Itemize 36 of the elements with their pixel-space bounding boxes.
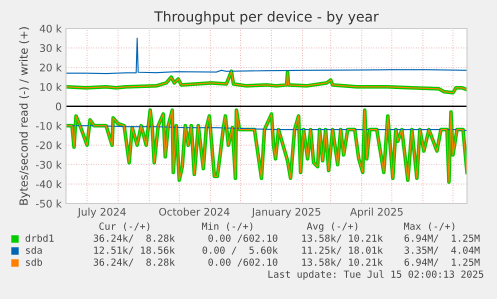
text: 0.00 /602.10 xyxy=(208,258,278,267)
text: Last update: Tue Jul 15 02:00:13 2025 xyxy=(268,270,484,280)
legend-label: drbd1 xyxy=(26,234,54,242)
text: 0.00 / 5.60k xyxy=(202,246,278,255)
y-axis-title: Bytes/second read (-) / write (+) xyxy=(19,27,30,205)
text: Min (-/+) xyxy=(202,222,252,231)
y-tick-label: 40 k xyxy=(40,24,62,33)
text: 0.00 /602.10 xyxy=(208,234,278,243)
x-tick-label: April 2025 xyxy=(350,208,403,218)
text: Avg (-/+) xyxy=(306,222,358,232)
text: 11.25k/ 18.01k xyxy=(302,246,383,255)
y-tick-label: -10 k xyxy=(36,122,62,130)
y-tick-label: 30 k xyxy=(40,44,62,52)
text: 6.94M/ 1.25M xyxy=(404,258,480,267)
text: 36.24k/ 8.28k xyxy=(94,234,175,243)
legend-label: sdb xyxy=(26,258,42,266)
y-tick-label: 10 k xyxy=(40,82,62,91)
text: 13.58k/ 10.21k xyxy=(302,258,383,267)
y-tick-label: 20 k xyxy=(40,63,62,72)
x-tick-label: January 2025 xyxy=(251,208,320,218)
text: Cur (-/+) xyxy=(99,222,150,231)
x-tick-label: July 2024 xyxy=(77,208,126,218)
text: Max (-/+) xyxy=(404,222,454,231)
y-tick-label: -20 k xyxy=(36,141,62,150)
y-tick-label: 0 xyxy=(56,102,62,110)
y-tick-label: -30 k xyxy=(36,160,62,169)
text: 13.58k/ 10.21k xyxy=(302,234,383,243)
legend-label: sda xyxy=(26,246,42,254)
chart-title: Throughput per device - by year xyxy=(154,11,379,24)
y-tick-label: -50 k xyxy=(36,200,62,208)
y-tick-label: -40 k xyxy=(36,180,62,188)
x-tick-label: October 2024 xyxy=(159,208,230,216)
text: 36.24k/ 8.28k xyxy=(94,258,175,267)
text: 3.35M/ 4.04M xyxy=(404,246,480,255)
text: 6.94M/ 1.25M xyxy=(404,234,480,243)
text: 12.51k/ 18.56k xyxy=(94,246,175,255)
